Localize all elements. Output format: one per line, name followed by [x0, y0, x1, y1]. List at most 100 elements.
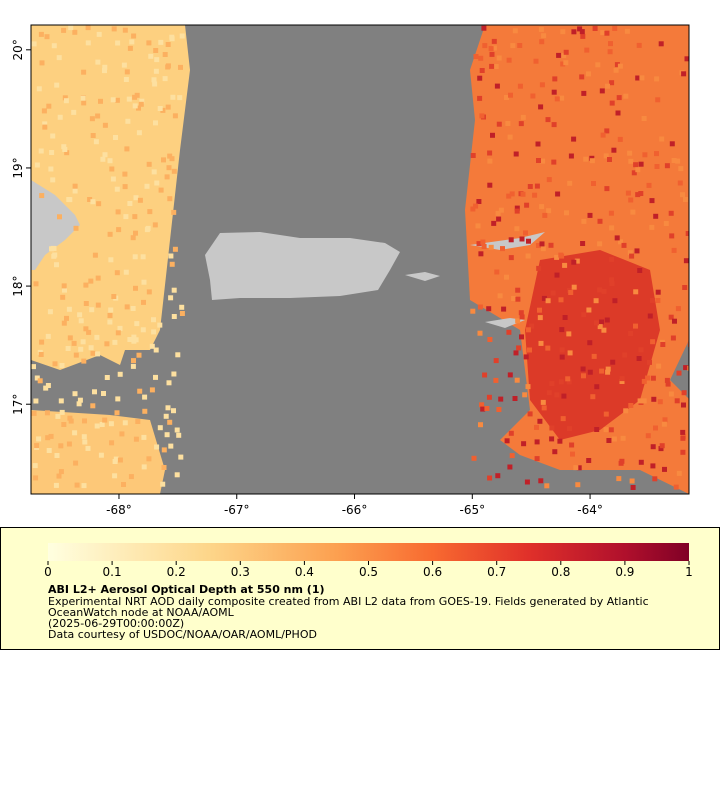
raster-pixel	[641, 398, 647, 404]
raster-pixel	[72, 29, 78, 35]
raster-pixel	[112, 459, 118, 464]
raster-pixel	[114, 410, 120, 416]
raster-pixel	[649, 198, 655, 204]
raster-pixel	[42, 121, 48, 127]
raster-pixel	[31, 410, 37, 416]
raster-pixel	[653, 425, 658, 431]
raster-pixel	[87, 197, 93, 202]
colorbar-tick-label: 0.7	[487, 565, 506, 579]
raster-pixel	[117, 457, 123, 463]
raster-pixel	[616, 476, 622, 482]
raster-pixel	[668, 210, 674, 216]
raster-pixel	[61, 27, 67, 33]
raster-pixel	[562, 262, 568, 268]
raster-pixel	[171, 371, 177, 377]
raster-pixel	[154, 180, 160, 186]
raster-pixel	[153, 120, 158, 126]
raster-pixel	[51, 43, 57, 49]
raster-pixel	[132, 103, 138, 109]
raster-pixel	[534, 183, 540, 189]
raster-pixel	[573, 465, 579, 471]
raster-pixel	[671, 247, 677, 253]
raster-pixel	[593, 320, 599, 326]
raster-pixel	[607, 49, 613, 55]
raster-pixel	[619, 379, 625, 384]
raster-pixel	[518, 310, 524, 316]
raster-pixel	[638, 161, 644, 167]
raster-pixel	[580, 366, 586, 372]
raster-pixel	[609, 100, 615, 106]
y-tick-label: 17°	[11, 394, 25, 415]
raster-pixel	[592, 26, 598, 31]
raster-pixel	[647, 313, 653, 319]
raster-pixel	[94, 334, 100, 340]
raster-pixel	[684, 56, 689, 62]
raster-pixel	[599, 368, 605, 374]
raster-pixel	[615, 110, 621, 116]
raster-pixel	[554, 392, 560, 398]
x-tick-label: -65°	[459, 503, 485, 517]
raster-pixel	[630, 209, 636, 215]
raster-pixel	[68, 25, 74, 31]
raster-pixel	[107, 158, 113, 164]
raster-pixel	[141, 279, 147, 285]
raster-pixel	[160, 481, 166, 487]
raster-pixel	[628, 331, 634, 336]
raster-pixel	[85, 40, 91, 46]
raster-pixel	[88, 278, 94, 284]
puerto-rico	[205, 232, 400, 300]
raster-pixel	[641, 378, 647, 384]
raster-pixel	[117, 371, 123, 377]
raster-pixel	[566, 379, 572, 385]
legend-line: (2025-06-29T00:00:00Z)	[48, 617, 184, 630]
raster-pixel	[166, 380, 172, 386]
raster-pixel	[498, 396, 504, 402]
raster-pixel	[512, 28, 518, 34]
raster-pixel	[509, 191, 515, 197]
raster-pixel	[500, 246, 505, 252]
raster-pixel	[536, 243, 541, 248]
raster-pixel	[540, 399, 546, 405]
raster-pixel	[638, 347, 644, 353]
raster-pixel	[81, 483, 87, 489]
raster-pixel	[162, 76, 168, 82]
raster-pixel	[136, 130, 142, 136]
raster-pixel	[49, 150, 55, 155]
raster-pixel	[494, 83, 500, 89]
raster-pixel	[527, 184, 533, 189]
raster-pixel	[141, 434, 147, 440]
raster-pixel	[179, 304, 185, 310]
raster-pixel	[561, 393, 567, 399]
raster-pixel	[537, 307, 542, 313]
raster-pixel	[506, 57, 512, 63]
raster-pixel	[655, 97, 661, 103]
raster-pixel	[554, 272, 560, 278]
raster-pixel	[601, 327, 607, 333]
raster-pixel	[539, 241, 545, 247]
legend-line: Data courtesy of USDOC/NOAA/OAR/AOML/PHO…	[48, 628, 317, 641]
raster-pixel	[664, 377, 670, 383]
raster-pixel	[104, 341, 110, 347]
raster-pixel	[127, 337, 133, 342]
raster-pixel	[623, 93, 629, 99]
raster-pixel	[560, 29, 566, 35]
raster-pixel	[470, 206, 476, 212]
raster-pixel	[95, 275, 101, 281]
raster-pixel	[121, 482, 126, 487]
raster-pixel	[630, 485, 636, 490]
raster-pixel	[663, 221, 669, 226]
colorbar-tick-label: 0	[44, 565, 52, 579]
raster-pixel	[146, 40, 152, 46]
raster-pixel	[491, 38, 497, 44]
raster-pixel	[54, 82, 60, 88]
raster-pixel	[519, 236, 525, 242]
raster-pixel	[554, 96, 560, 102]
raster-pixel	[558, 252, 564, 258]
raster-pixel	[657, 399, 663, 405]
raster-pixel	[522, 392, 528, 398]
raster-pixel	[60, 294, 66, 300]
raster-pixel	[114, 270, 120, 276]
raster-pixel	[683, 197, 688, 202]
raster-pixel	[476, 199, 482, 204]
raster-pixel	[539, 39, 545, 45]
